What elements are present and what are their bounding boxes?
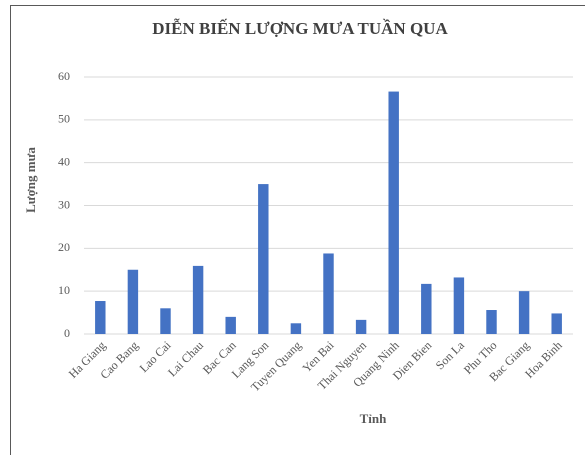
bar — [225, 316, 236, 334]
y-tick-label: 50 — [58, 112, 70, 126]
bar — [323, 253, 334, 334]
bar — [486, 310, 497, 334]
chart-border — [10, 5, 585, 455]
bar — [453, 277, 465, 334]
bar — [192, 265, 204, 334]
y-tick-label: 20 — [58, 240, 70, 254]
bar — [355, 319, 367, 334]
y-tick-label: 10 — [58, 283, 70, 297]
chart-title: DIỄN BIẾN LƯỢNG MƯA TUẦN QUA — [152, 19, 448, 38]
bar — [127, 269, 139, 334]
bar — [258, 184, 269, 334]
y-tick-label: 60 — [58, 69, 70, 83]
bar — [551, 313, 562, 334]
bar — [388, 91, 399, 335]
bar — [160, 308, 171, 334]
y-tick-label: 30 — [58, 197, 70, 211]
y-tick-label: 0 — [64, 326, 70, 340]
x-axis-label: Tỉnh — [360, 411, 388, 426]
y-tick-label: 40 — [58, 154, 70, 168]
bar — [290, 323, 302, 334]
y-axis-label: Lượng mưa — [23, 147, 38, 213]
bar — [518, 291, 530, 334]
bar — [95, 301, 106, 334]
bar — [421, 283, 432, 334]
